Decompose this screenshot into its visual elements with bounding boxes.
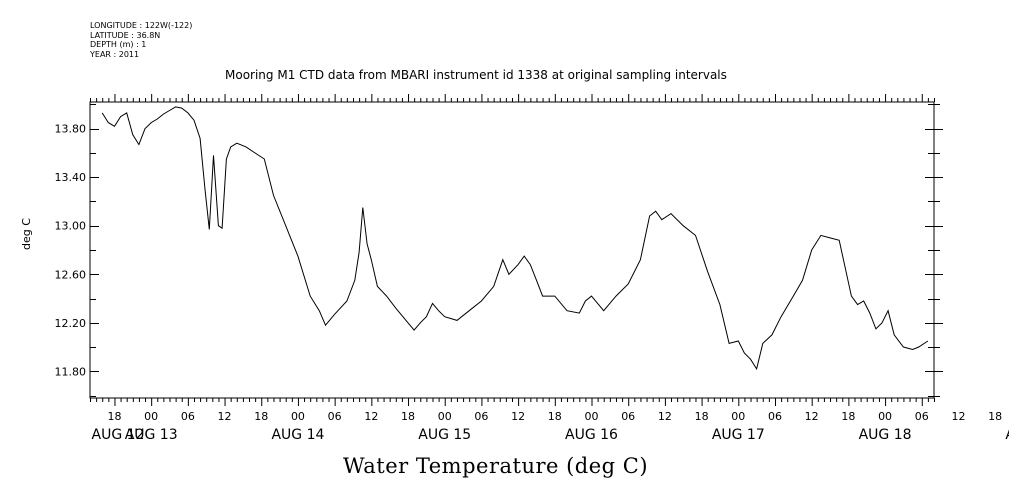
- x-hour-tick-label: 06: [474, 410, 488, 423]
- x-hour-tick-label: 12: [511, 410, 525, 423]
- temperature-series-line: [101, 106, 929, 371]
- x-day-label: AUG 12: [92, 427, 145, 443]
- x-hour-tick-label: 00: [731, 410, 745, 423]
- x-hour-tick-label: 18: [988, 410, 1002, 423]
- x-hour-tick-label: 18: [548, 410, 562, 423]
- y-tick-label: 13.40: [55, 171, 87, 184]
- x-day-label: AUG 16: [565, 427, 618, 443]
- x-axis-title: Water Temperature (deg C): [343, 454, 649, 478]
- x-hour-tick-label: 18: [254, 410, 268, 423]
- depth-label: DEPTH (m) : 1: [90, 40, 147, 49]
- x-hour-tick-label: 18: [695, 410, 709, 423]
- x-hour-tick-label: 00: [291, 410, 305, 423]
- x-hour-tick-label: 06: [768, 410, 782, 423]
- x-hour-tick-label: 00: [144, 410, 158, 423]
- x-hour-tick-label: 18: [107, 410, 121, 423]
- plot-frame: [89, 101, 935, 399]
- x-hour-tick-label: 00: [438, 410, 452, 423]
- x-day-label: AUG 17: [712, 427, 765, 443]
- x-day-label: AUG 18: [859, 427, 912, 443]
- y-tick-label: 12.60: [55, 268, 87, 281]
- x-hour-tick-label: 18: [401, 410, 415, 423]
- x-hour-tick-label: 00: [878, 410, 892, 423]
- metadata-block: LONGITUDE : 122W(-122) LATITUDE : 36.8N …: [90, 21, 192, 59]
- x-hour-tick-label: 00: [585, 410, 599, 423]
- x-hour-tick-label: 12: [805, 410, 819, 423]
- longitude-label: LONGITUDE : 122W(-122): [90, 21, 193, 30]
- x-hour-tick-label: 12: [951, 410, 965, 423]
- x-hour-tick-label: 12: [364, 410, 378, 423]
- latitude-label: LATITUDE : 36.8N: [90, 30, 161, 40]
- x-hour-tick-label: 12: [658, 410, 672, 423]
- x-day-label: AUG 19: [1005, 427, 1009, 443]
- x-day-label: AUG 15: [418, 427, 471, 443]
- x-hour-tick-label: 12: [218, 410, 232, 423]
- x-hour-tick-label: 18: [841, 410, 855, 423]
- y-tick-label: 13.00: [55, 220, 87, 233]
- y-tick-label: 13.80: [55, 123, 87, 136]
- x-hour-tick-label: 06: [181, 410, 195, 423]
- chart-title: Mooring M1 CTD data from MBARI instrumen…: [225, 68, 727, 82]
- x-day-label: AUG 13: [125, 427, 178, 443]
- x-day-label: AUG 14: [271, 427, 324, 443]
- year-label: YEAR : 2011: [90, 49, 140, 59]
- x-hour-tick-label: 06: [328, 410, 342, 423]
- y-tick-label: 12.20: [55, 317, 87, 330]
- x-hour-tick-label: 06: [621, 410, 635, 423]
- y-tick-label: 11.80: [55, 365, 87, 378]
- x-hour-tick-label: 06: [915, 410, 929, 423]
